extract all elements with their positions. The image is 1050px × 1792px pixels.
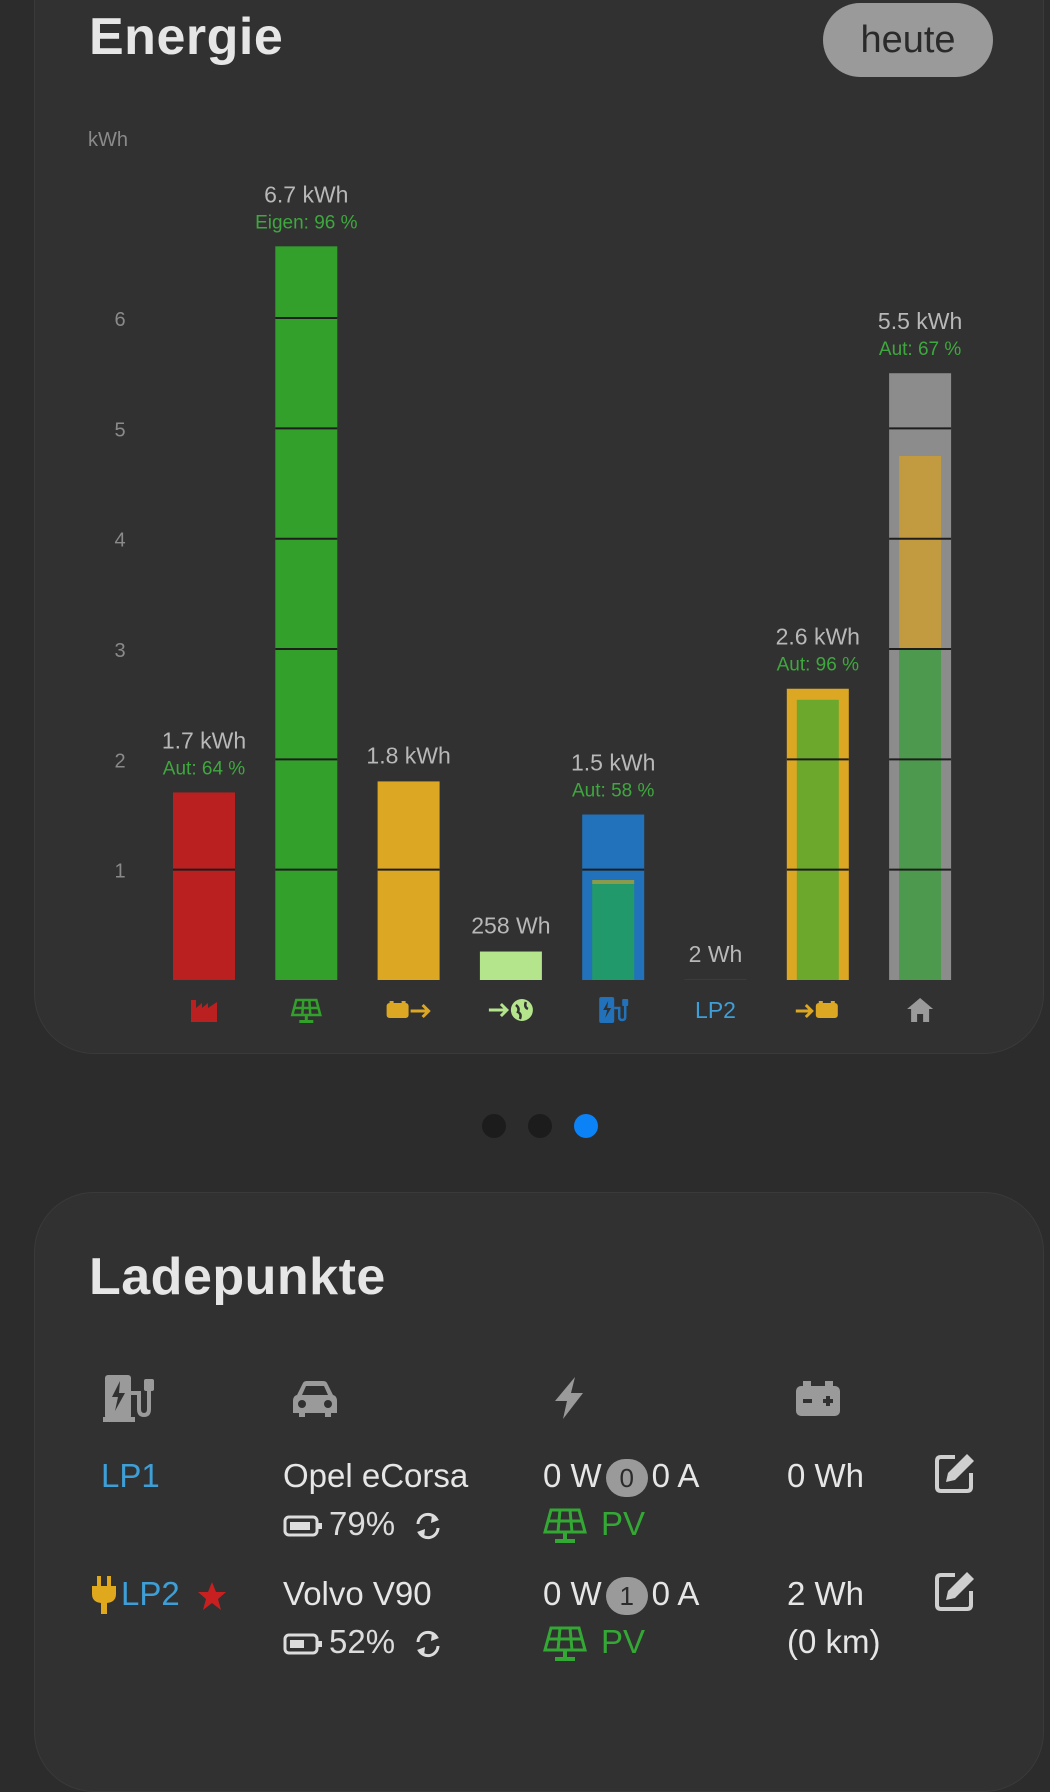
arrow-right — [796, 1005, 812, 1017]
lp2-energy: 2 Wh — [787, 1575, 864, 1613]
export-globe-icon — [489, 999, 533, 1021]
station-cable — [614, 1005, 625, 1020]
y-tick-label: 3 — [114, 640, 125, 662]
lp2-power: 0 W — [543, 1575, 602, 1612]
bar-value-label: 1.8 kWh — [366, 742, 450, 768]
house-shape — [907, 998, 933, 1022]
bar-sublabel: Aut: 58 % — [572, 781, 654, 802]
y-tick-label: 5 — [114, 419, 125, 441]
lp1-power: 0 W — [543, 1457, 602, 1494]
y-tick-label: 2 — [114, 750, 125, 772]
battery-body — [816, 1003, 838, 1018]
house-icon — [907, 998, 933, 1022]
battery-terminal — [402, 1001, 406, 1004]
battery-body — [387, 1003, 409, 1018]
pager-dot-2[interactable] — [528, 1114, 552, 1138]
battery-terminal — [831, 1001, 835, 1004]
bar-battery-discharge — [378, 781, 440, 980]
charging-station-icon — [599, 997, 628, 1023]
lp1-current: 0 A — [652, 1457, 700, 1494]
lp2-mode[interactable]: PV — [543, 1623, 645, 1662]
lp1-edit-icon[interactable] — [933, 1451, 977, 1495]
solar-panel-icon — [292, 1000, 320, 1023]
lp1-phases-badge: 0 — [606, 1459, 648, 1497]
bar-value-label: 1.5 kWh — [571, 750, 655, 776]
bar-charge-point-inner-cap — [592, 880, 634, 884]
bar-charge-point-inner — [592, 884, 634, 980]
sync-icon[interactable] — [412, 1628, 444, 1660]
bar-sublabel: Aut: 67 % — [879, 339, 961, 360]
battery-out-icon — [387, 1001, 429, 1018]
plug-icon — [91, 1576, 117, 1616]
bar-export — [480, 952, 542, 980]
bar-sublabel: Eigen: 96 % — [255, 212, 358, 233]
lp2-current: 0 A — [652, 1575, 700, 1612]
battery-terminal — [390, 1001, 394, 1004]
bar-sublabel: Aut: 64 % — [163, 758, 245, 779]
bar-value-label: 1.7 kWh — [162, 727, 246, 753]
arrow-right — [411, 1005, 429, 1017]
lp2-soc: 52% — [329, 1623, 395, 1660]
pager-dot-1[interactable] — [482, 1114, 506, 1138]
lp2-range: (0 km) — [787, 1623, 881, 1661]
lp2-name-line[interactable]: LP2 — [91, 1575, 227, 1616]
car-icon — [291, 1379, 339, 1419]
solar-line — [309, 1000, 310, 1015]
bar-house-battery — [899, 456, 941, 649]
y-axis-unit-label: kWh — [88, 129, 128, 151]
lp2-edit-icon[interactable] — [933, 1569, 977, 1613]
y-tick-label: 6 — [114, 309, 125, 331]
y-tick-label: 4 — [114, 530, 125, 552]
lp2-phases-badge: 1 — [606, 1577, 648, 1615]
lp1-name[interactable]: LP1 — [101, 1457, 160, 1495]
bar-value-label: 6.7 kWh — [264, 181, 348, 207]
ladepunkte-card: Ladepunkte LP1 Opel eCorsa 79% 0 — [34, 1192, 1044, 1792]
pager-dot-3[interactable] — [574, 1114, 598, 1138]
lp1-soc: 79% — [329, 1505, 395, 1542]
bar-sublabel: Aut: 96 % — [777, 655, 859, 676]
bar-value-label: 2.6 kWh — [776, 624, 860, 650]
solar-base — [299, 1020, 313, 1023]
bar-value-label: 5.5 kWh — [878, 308, 962, 334]
bolt-icon — [551, 1375, 587, 1421]
lp1-mode-label: PV — [601, 1505, 645, 1542]
lp1-soc-line: 79% — [283, 1505, 444, 1543]
y-tick-label: 1 — [114, 861, 125, 883]
lp1-energy: 0 Wh — [787, 1457, 864, 1495]
bar-import — [173, 792, 235, 980]
lp1-vehicle[interactable]: Opel eCorsa — [283, 1457, 468, 1495]
lp2-mode-label: PV — [601, 1623, 645, 1660]
lp2-vehicle[interactable]: Volvo V90 — [283, 1575, 432, 1613]
solar-panel-icon — [543, 1626, 587, 1662]
bar-house-pv — [899, 649, 941, 980]
x-axis-lp2-label: LP2 — [695, 997, 736, 1023]
lp2-name: LP2 — [121, 1575, 180, 1612]
battery-in-icon — [796, 1001, 838, 1018]
battery-terminal — [819, 1001, 823, 1004]
sync-icon[interactable] — [412, 1510, 444, 1542]
ladepunkte-title: Ladepunkte — [89, 1247, 386, 1307]
star-icon — [197, 1581, 227, 1611]
pager-dots — [482, 1114, 598, 1138]
arrow-right — [489, 1004, 507, 1016]
battery-level-icon — [283, 1632, 323, 1656]
factory-icon — [191, 1000, 217, 1022]
bar-value-label: 2 Wh — [689, 941, 743, 967]
bar-battery-charge-inner — [797, 700, 839, 980]
factory-shape — [191, 1000, 217, 1022]
battery-icon — [795, 1381, 841, 1417]
station-plug — [622, 999, 628, 1006]
lp2-soc-line: 52% — [283, 1623, 444, 1661]
battery-level-icon — [283, 1514, 323, 1538]
solar-line — [302, 1000, 303, 1015]
solar-panel-icon — [543, 1508, 587, 1544]
lp1-mode[interactable]: PV — [543, 1505, 645, 1544]
energy-chart: kWh 1 2 3 4 5 6 1.7 kWh Aut: 64 % 6.7 kWh Eigen: 9… — [0, 0, 1050, 1060]
globe — [511, 999, 533, 1021]
bar-value-label: 258 Wh — [471, 913, 550, 939]
charging-station-icon — [103, 1373, 155, 1423]
